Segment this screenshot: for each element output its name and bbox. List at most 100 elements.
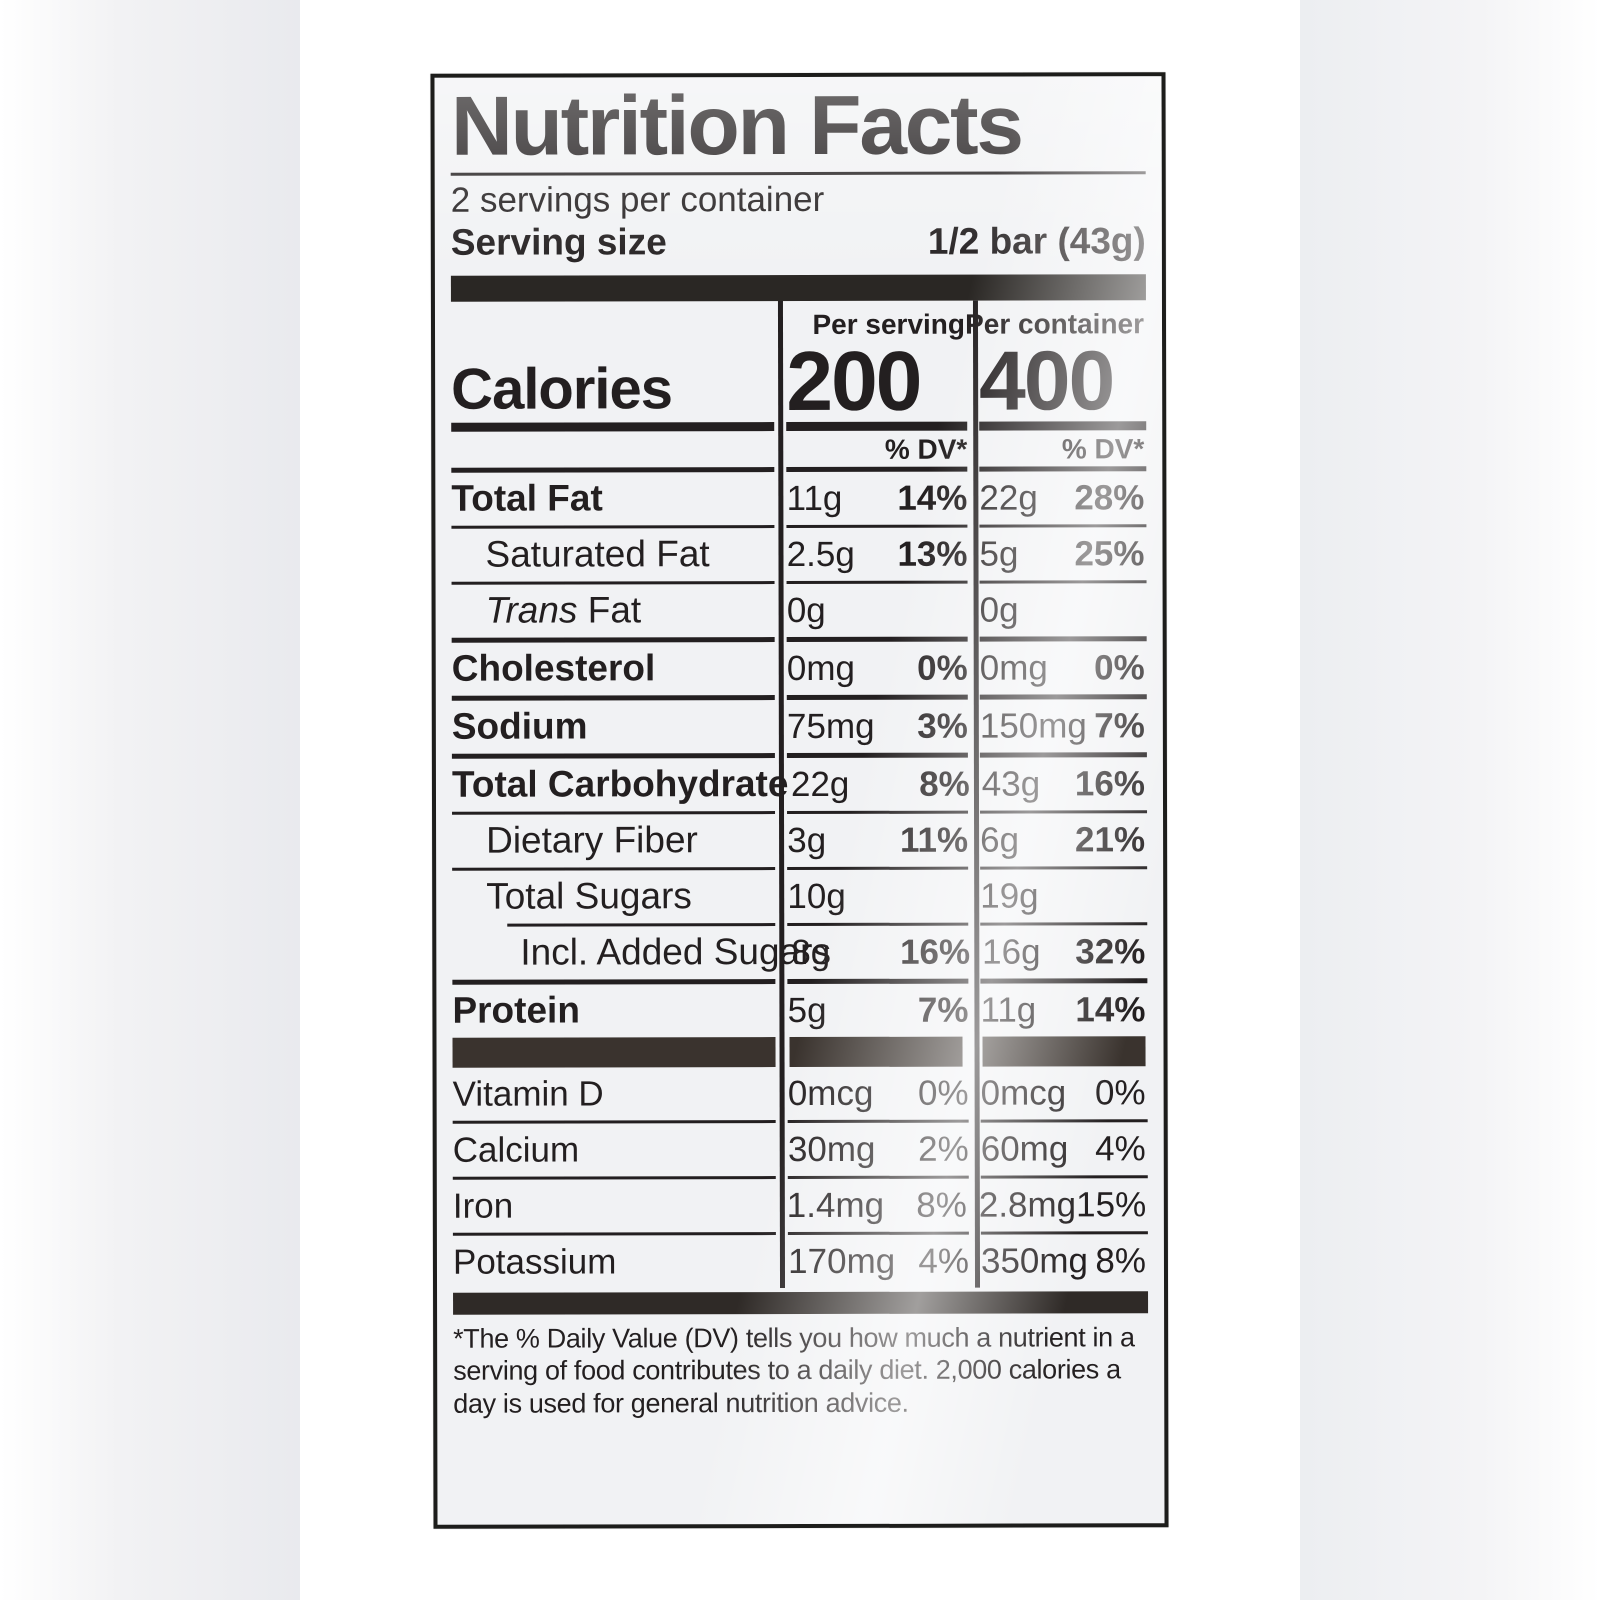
daily-value-footnote: *The % Daily Value (DV) tells you how mu… — [453, 1322, 1135, 1419]
nutrient-amount-per-container: 16g — [982, 932, 1041, 972]
nutrient-amount-per-container: 11g — [980, 990, 1037, 1030]
micronutrient-dv-per-serving: 4% — [918, 1241, 970, 1281]
nutrient-amount-per-serving: 75mg — [786, 706, 875, 746]
nutrition-facts-panel: Nutrition Facts 2 servings per container… — [430, 72, 1169, 1529]
nutrient-row: Sodium 75mg 3% 150mg 7% — [452, 699, 1147, 753]
nutrient-dv-per-serving: 7% — [917, 990, 969, 1030]
serving-size-value: 1/2 bar (43g) — [927, 220, 1146, 262]
nutrient-dv-per-serving: 11% — [899, 820, 969, 860]
package-right-edge — [1300, 0, 1600, 1600]
nutrient-name: Trans Fat — [485, 589, 642, 631]
nutrient-amount-per-serving: 11g — [786, 478, 843, 518]
nutrient-dv-per-serving: 14% — [897, 478, 968, 518]
nutrient-row: Trans Fat 0g 0g — [452, 583, 1147, 637]
nutrient-name: Dietary Fiber — [486, 819, 698, 861]
nutrient-dv-per-serving: 13% — [897, 534, 968, 574]
nutrient-dv-per-serving: 3% — [917, 706, 968, 746]
nutrient-dv-per-serving: 8% — [919, 764, 970, 804]
micronutrient-row: Iron 1.4mg 8% 2.8mg 15% — [453, 1178, 1148, 1232]
micronutrient-row: Vitamin D 0mcg 0% 0mcg 0% — [453, 1066, 1148, 1120]
micronutrient-amount-per-serving: 170mg — [788, 1241, 896, 1281]
micronutrient-name: Vitamin D — [452, 1074, 604, 1114]
calories-row: Calories 200 400 — [451, 332, 1146, 428]
nutrient-dv-per-serving: 0% — [917, 648, 968, 688]
micronutrient-amount-per-serving: 0mcg — [787, 1073, 874, 1113]
micronutrient-amount-per-container: 60mg — [980, 1129, 1069, 1169]
nutrient-amount-per-serving: 8g — [791, 932, 831, 972]
nutrient-dv-per-container: 7% — [1094, 706, 1145, 746]
nutrient-row: Total Fat 11g 14% 22g 28% — [451, 471, 1146, 525]
nutrition-facts-title: Nutrition Facts — [450, 77, 1022, 173]
serving-size-row: Serving size 1/2 bar (43g) — [435, 219, 1162, 269]
nutrient-amount-per-serving: 10g — [787, 876, 846, 916]
nutrient-row: Cholesterol 0mg 0% 0mg 0% — [452, 641, 1147, 695]
nutrient-name: Incl. Added Sugars — [520, 930, 831, 973]
nutrient-name: Total Sugars — [486, 875, 692, 917]
nutrient-dv-per-container: 0% — [1094, 648, 1145, 688]
micronutrient-amount-per-serving: 30mg — [787, 1129, 876, 1169]
micronutrient-name: Calcium — [452, 1130, 580, 1170]
nutrient-amount-per-container: 0mg — [979, 648, 1048, 688]
nutrient-rows: Total Fat 11g 14% 22g 28% Saturated Fat 2.5g 13… — [451, 466, 1148, 1037]
nutrient-dv-per-container: 25% — [1074, 534, 1145, 574]
nutrient-amount-per-container: 6g — [980, 820, 1020, 860]
micronutrient-dv-per-container: 0% — [1094, 1073, 1146, 1113]
micronutrient-amount-per-container: 0mcg — [980, 1073, 1067, 1113]
micronutrient-rows: Vitamin D 0mcg 0% 0mcg 0% Calcium 30mg 2% 60mg 4%… — [453, 1066, 1148, 1288]
nutrient-row: Total Carbohydrate 22g 8% 43g 16% — [452, 757, 1147, 811]
serving-size-label: Serving size — [450, 221, 667, 263]
footnote-separator-bar — [453, 1291, 1149, 1315]
calories-per-serving: 200 — [786, 333, 921, 428]
micronutrient-separator-band — [452, 1036, 1147, 1068]
micronutrient-amount-per-container: 350mg — [980, 1241, 1089, 1281]
micronutrient-amount-per-container: 2.8mg — [978, 1185, 1077, 1225]
nutrient-dv-per-container: 28% — [1074, 478, 1145, 518]
micronutrient-dv-per-container: 8% — [1095, 1241, 1147, 1281]
micronutrient-dv-per-container: 15% — [1076, 1185, 1147, 1225]
nutrient-amount-per-serving: 5g — [787, 990, 827, 1030]
micronutrient-name: Potassium — [452, 1242, 617, 1282]
nutrient-amount-per-serving: 0mg — [786, 648, 856, 688]
nutrient-dv-per-container: 32% — [1075, 932, 1146, 972]
nutrient-name: Cholesterol — [451, 647, 656, 689]
calories-label: Calories — [451, 356, 673, 422]
micronutrient-row: Potassium 170mg 4% 350mg 8% — [453, 1234, 1148, 1288]
servings-per-container: 2 servings per container — [450, 179, 825, 220]
nutrient-amount-per-serving: 2.5g — [786, 534, 855, 574]
nutrient-name: Total Fat — [451, 477, 603, 519]
micronutrient-amount-per-serving: 1.4mg — [786, 1185, 885, 1225]
nutrient-row: Incl. Added Sugars 8g 16% 16g 32% — [452, 925, 1147, 979]
micronutrient-name: Iron — [452, 1186, 514, 1226]
nutrient-amount-per-container: 43g — [981, 764, 1041, 804]
nutrient-name: Total Carbohydrate — [451, 762, 789, 805]
calories-per-container: 400 — [979, 332, 1114, 428]
package-left-edge — [0, 0, 300, 1600]
micronutrient-dv-per-container: 4% — [1095, 1129, 1146, 1169]
micronutrient-dv-per-serving: 0% — [917, 1073, 969, 1113]
micronutrient-dv-per-serving: 2% — [918, 1129, 969, 1169]
nutrient-name: Saturated Fat — [485, 533, 710, 575]
dv-header-per-serving: % DV* — [884, 433, 968, 465]
nutrition-table: Per serving Per container Calories 200 4… — [451, 300, 1148, 1289]
dv-header-row: % DV* % DV* — [451, 430, 1146, 467]
nutrient-row: Total Sugars 10g 19g — [452, 869, 1147, 923]
nutrient-name: Protein — [452, 989, 580, 1031]
nutrient-amount-per-container: 22g — [979, 478, 1038, 518]
nutrient-name: Sodium — [451, 705, 588, 747]
nutrient-dv-per-serving: 16% — [900, 932, 971, 972]
nutrient-row: Dietary Fiber 3g 11% 6g 21% — [452, 813, 1147, 867]
nutrient-amount-per-container: 5g — [979, 534, 1019, 574]
nutrient-amount-per-serving: 0g — [786, 590, 826, 630]
nutrient-dv-per-container: 16% — [1074, 764, 1146, 804]
nutrient-row: Saturated Fat 2.5g 13% 5g 25% — [451, 527, 1146, 581]
nutrient-amount-per-container: 150mg — [979, 706, 1087, 746]
nutrient-amount-per-serving: 3g — [787, 820, 827, 860]
nutrient-amount-per-container: 0g — [979, 590, 1019, 630]
nutrient-amount-per-serving: 22g — [790, 764, 850, 804]
nutrient-dv-per-container: 14% — [1075, 990, 1146, 1030]
micronutrient-row: Calcium 30mg 2% 60mg 4% — [453, 1122, 1148, 1176]
servings-separator-bar — [450, 273, 1146, 302]
nutrient-amount-per-container: 19g — [980, 876, 1039, 916]
nutrient-dv-per-container: 21% — [1074, 820, 1146, 860]
micronutrient-dv-per-serving: 8% — [916, 1185, 967, 1225]
